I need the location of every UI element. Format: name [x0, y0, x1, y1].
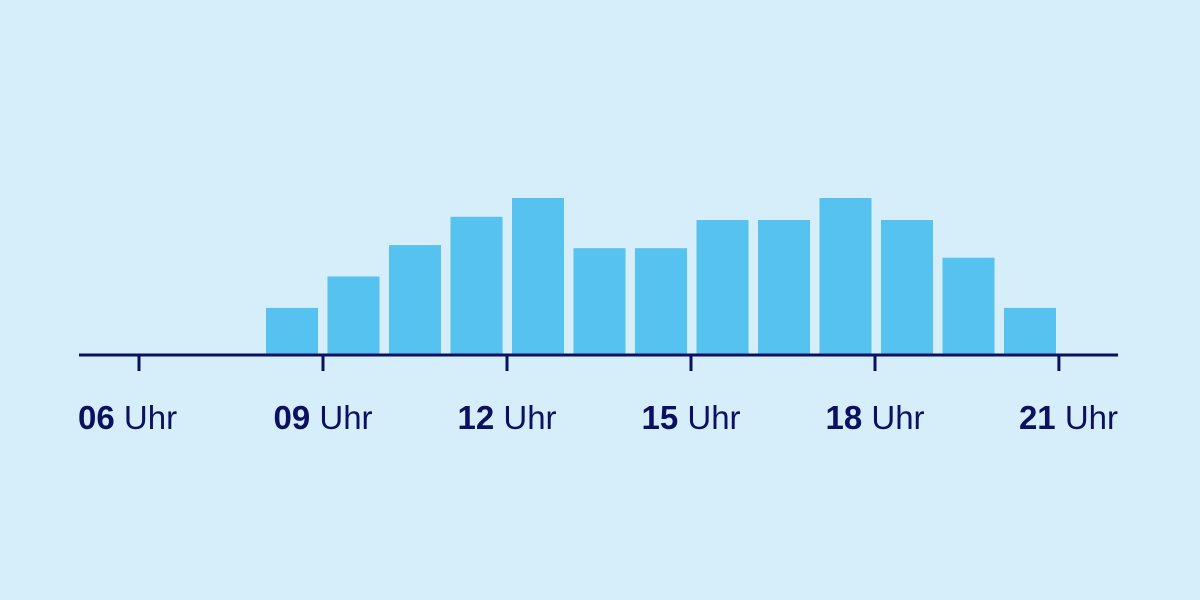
x-tick-hour-18: 18	[825, 399, 862, 436]
bars-layer	[266, 198, 1056, 355]
x-tick-label-21: 21 Uhr	[1019, 399, 1118, 436]
bar-08-uhr	[266, 307, 318, 355]
bar-11-uhr	[450, 216, 503, 355]
x-tick-label-12: 12 Uhr	[457, 399, 556, 436]
bar-19-uhr	[942, 257, 995, 355]
x-tick-unit-21: Uhr	[1056, 399, 1118, 436]
bar-12-uhr	[512, 198, 564, 355]
x-tick-hour-15: 15	[641, 399, 678, 436]
x-tick-label-09: 09 Uhr	[273, 399, 372, 436]
x-tick-label-06: 06 Uhr	[78, 399, 177, 436]
x-tick-hour-06: 06	[78, 399, 115, 436]
x-tick-hour-09: 09	[273, 399, 310, 436]
bar-17-uhr	[819, 198, 872, 355]
bar-09-uhr	[327, 276, 380, 355]
bar-16-uhr	[758, 220, 810, 355]
x-tick-unit-06: Uhr	[115, 399, 177, 436]
bar-14-uhr	[635, 248, 687, 355]
x-axis-ticks	[137, 355, 1061, 371]
x-tick-unit-09: Uhr	[310, 399, 372, 436]
bar-15-uhr	[696, 220, 749, 355]
x-tick-hour-21: 21	[1019, 399, 1056, 436]
x-tick-label-15: 15 Uhr	[641, 399, 740, 436]
x-tick-unit-18: Uhr	[862, 399, 924, 436]
x-axis-tick-labels: 06 Uhr 09 Uhr 12 Uhr 15 Uhr 18 Uhr 21 Uhr	[78, 399, 1118, 436]
x-tick-hour-12: 12	[457, 399, 494, 436]
x-tick-unit-15: Uhr	[678, 399, 740, 436]
x-tick-unit-12: Uhr	[494, 399, 556, 436]
bar-20-uhr	[1004, 307, 1056, 355]
x-tick-label-18: 18 Uhr	[825, 399, 924, 436]
bar-18-uhr	[881, 220, 933, 355]
bar-10-uhr	[389, 245, 441, 355]
bar-13-uhr	[573, 248, 626, 355]
